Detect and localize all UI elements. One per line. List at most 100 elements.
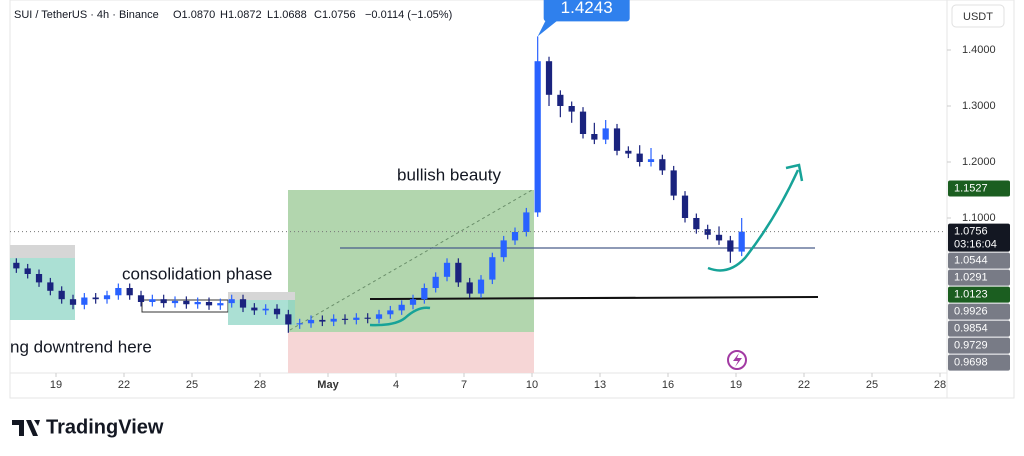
x-tick-label: 16 [662,379,674,391]
box-top [228,292,295,300]
candle-body [183,300,190,305]
x-tick-label: 13 [594,379,606,391]
box [10,258,75,320]
price-label: 1.0291 [954,272,988,284]
candle-body [35,273,43,283]
arrow-curve [707,169,800,272]
candle-body [568,106,575,112]
candle-body [432,276,439,288]
callout-box [543,0,630,22]
price-label-box [948,303,1010,320]
ohlc-change: −0.0114 (−1.05%) [365,9,452,21]
price-label-box [948,286,1010,303]
candle-body [307,319,315,324]
candle-body [557,94,564,107]
callout-pointer [537,20,558,37]
price-label-box [948,180,1010,197]
candle-body [477,279,485,294]
candle-body [160,299,167,304]
candle-body [443,262,451,277]
candle-body [625,150,632,154]
candle-body [69,299,77,305]
callout-label: 1.4243 [561,0,613,17]
price-label-box [948,337,1010,354]
candle-body [92,297,99,300]
candle-body [659,159,666,171]
x-tick-label: 22 [798,379,810,391]
candle-body [341,318,349,320]
x-tick-label: 19 [730,379,742,391]
ohlc-open: O1.0870 [173,9,215,21]
candles [13,36,745,333]
position-diagonal [289,189,533,331]
candle-body [421,287,428,300]
candle-body [126,287,133,296]
logo-mark [12,420,40,436]
candle-body [58,290,65,300]
x-tick-label: May [317,379,339,391]
candle-body [466,282,473,294]
x-tick-label: 28 [254,379,266,391]
candle-body [239,299,247,308]
ohlc-close: C1.0756 [314,9,356,21]
candle-body [511,231,519,241]
candle-body [534,61,541,213]
candle-body [194,301,201,305]
annotation: consolidation phase [122,264,272,283]
candle-body [636,153,643,163]
teal-curve [369,306,431,327]
price-label: 0.9698 [954,357,988,369]
price-label: 1.0123 [954,289,988,301]
ohlc-high: H1.0872 [220,9,262,21]
x-tick-label: 7 [461,379,467,391]
level-line [369,296,819,300]
candle-body [364,317,371,319]
long-position-profit [288,190,534,332]
candle-body [591,134,598,140]
currency[interactable]: USDT [963,11,993,23]
price-label: 1.0756 [954,226,988,238]
x-tick-label: 10 [526,379,538,391]
price-label: 1.1527 [954,182,988,194]
candle-body [545,61,553,95]
candle-body [693,217,700,230]
currency-button[interactable] [951,4,1005,28]
price-label: 0.9926 [954,306,988,318]
candle-body [704,229,711,235]
candle-body [81,297,88,305]
candle-body [228,299,235,304]
candle-body [285,314,292,325]
candle-body [330,318,337,322]
alert-bolt [733,353,742,367]
price-label-box [948,354,1010,371]
box-top [10,245,75,258]
countdown: 03:16:04 [954,239,997,251]
candle-body [251,307,258,311]
candle-body [13,262,20,269]
candle-body [455,262,462,283]
price-label-box [948,252,1010,269]
arrow-head [785,163,804,182]
candle-body [500,240,507,258]
candle-body [613,128,621,151]
candle-body [681,195,689,218]
candle-body [670,170,677,196]
price-label-box [948,320,1010,337]
price-label-box [948,223,1010,252]
candle-body [115,287,122,296]
candle-body [47,282,54,291]
candle-body [205,301,213,306]
candle-body [387,310,394,315]
alert-icon [727,350,747,370]
candle-body [171,300,179,304]
candle-body [137,295,145,302]
x-tick-label: 22 [118,379,130,391]
box [228,300,295,325]
candle-body [523,212,530,232]
candle-body [602,128,609,140]
brand: TradingView [46,416,164,438]
x-tick-label: 19 [50,379,62,391]
ohlc-low: L1.0688 [267,9,307,21]
y-tick-label: 1.1000 [962,212,996,224]
